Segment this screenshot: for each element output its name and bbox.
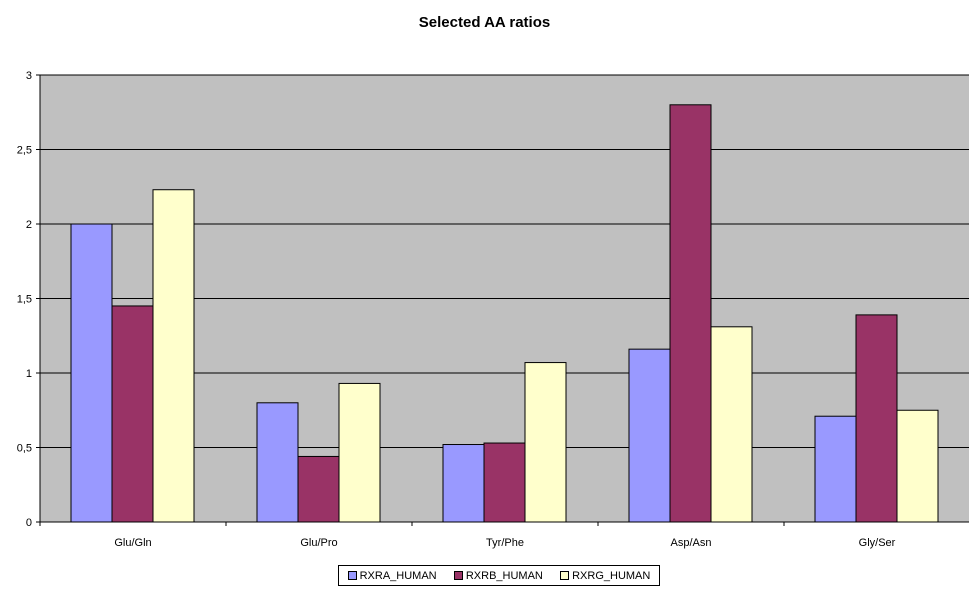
x-tick-label: Asp/Asn xyxy=(671,537,712,549)
bar-RXRA_HUMAN-Tyr/Phe xyxy=(442,444,485,523)
y-tick-label: 2 xyxy=(26,219,32,231)
bars xyxy=(70,104,939,523)
bar-RXRB_HUMAN-Tyr/Phe xyxy=(483,442,526,523)
legend-item: RXRB_HUMAN xyxy=(453,569,543,582)
y-tick-label: 1,5 xyxy=(17,294,32,306)
tick-labels: 0 0,5 1 1,5 2 2,5 3 Glu/Gln Glu/Pro Tyr/Phe Asp/As… xyxy=(17,70,896,549)
x-tick-label: Glu/Gln xyxy=(114,537,151,549)
bar-RXRB_HUMAN-Glu/Pro xyxy=(297,455,340,523)
bar-RXRG_HUMAN-Glu/Pro xyxy=(338,382,381,523)
y-tick-label: 3 xyxy=(26,70,32,82)
bar-RXRA_HUMAN-Glu/Pro xyxy=(256,402,299,523)
bar-RXRB_HUMAN-Gly/Ser xyxy=(855,314,898,523)
y-tick-label: 0 xyxy=(26,517,32,529)
legend: RXRA_HUMAN RXRB_HUMAN RXRG_HUMAN xyxy=(338,565,660,586)
x-tick-label: Glu/Pro xyxy=(300,537,337,549)
y-tick-label: 0,5 xyxy=(17,443,32,455)
legend-label: RXRA_HUMAN xyxy=(359,569,437,582)
legend-label: RXRB_HUMAN xyxy=(465,569,543,582)
bar-RXRA_HUMAN-Gly/Ser xyxy=(814,415,857,523)
x-tick-label: Gly/Ser xyxy=(859,537,896,549)
legend-item: RXRG_HUMAN xyxy=(560,570,650,582)
bar-RXRG_HUMAN-Tyr/Phe xyxy=(524,362,567,523)
x-tick-label: Tyr/Phe xyxy=(486,537,524,549)
bar-RXRA_HUMAN-Glu/Gln xyxy=(70,223,113,523)
legend-label: RXRG_HUMAN xyxy=(572,569,651,582)
chart-title: Selected AA ratios xyxy=(418,14,551,31)
bar-RXRB_HUMAN-Glu/Gln xyxy=(111,305,154,523)
y-tick-label: 1 xyxy=(26,368,32,380)
bar-RXRG_HUMAN-Glu/Gln xyxy=(152,189,195,523)
legend-swatch xyxy=(347,571,357,580)
bar-RXRA_HUMAN-Asp/Asn xyxy=(628,348,671,523)
bar-RXRB_HUMAN-Asp/Asn xyxy=(669,104,712,523)
legend-swatch xyxy=(453,571,463,580)
legend-swatch xyxy=(560,571,570,580)
legend-item: RXRA_HUMAN xyxy=(347,569,437,582)
y-tick-label: 2,5 xyxy=(17,145,32,157)
bar-RXRG_HUMAN-Gly/Ser xyxy=(896,409,939,523)
bar-RXRG_HUMAN-Asp/Asn xyxy=(710,326,753,523)
axes xyxy=(36,74,969,526)
